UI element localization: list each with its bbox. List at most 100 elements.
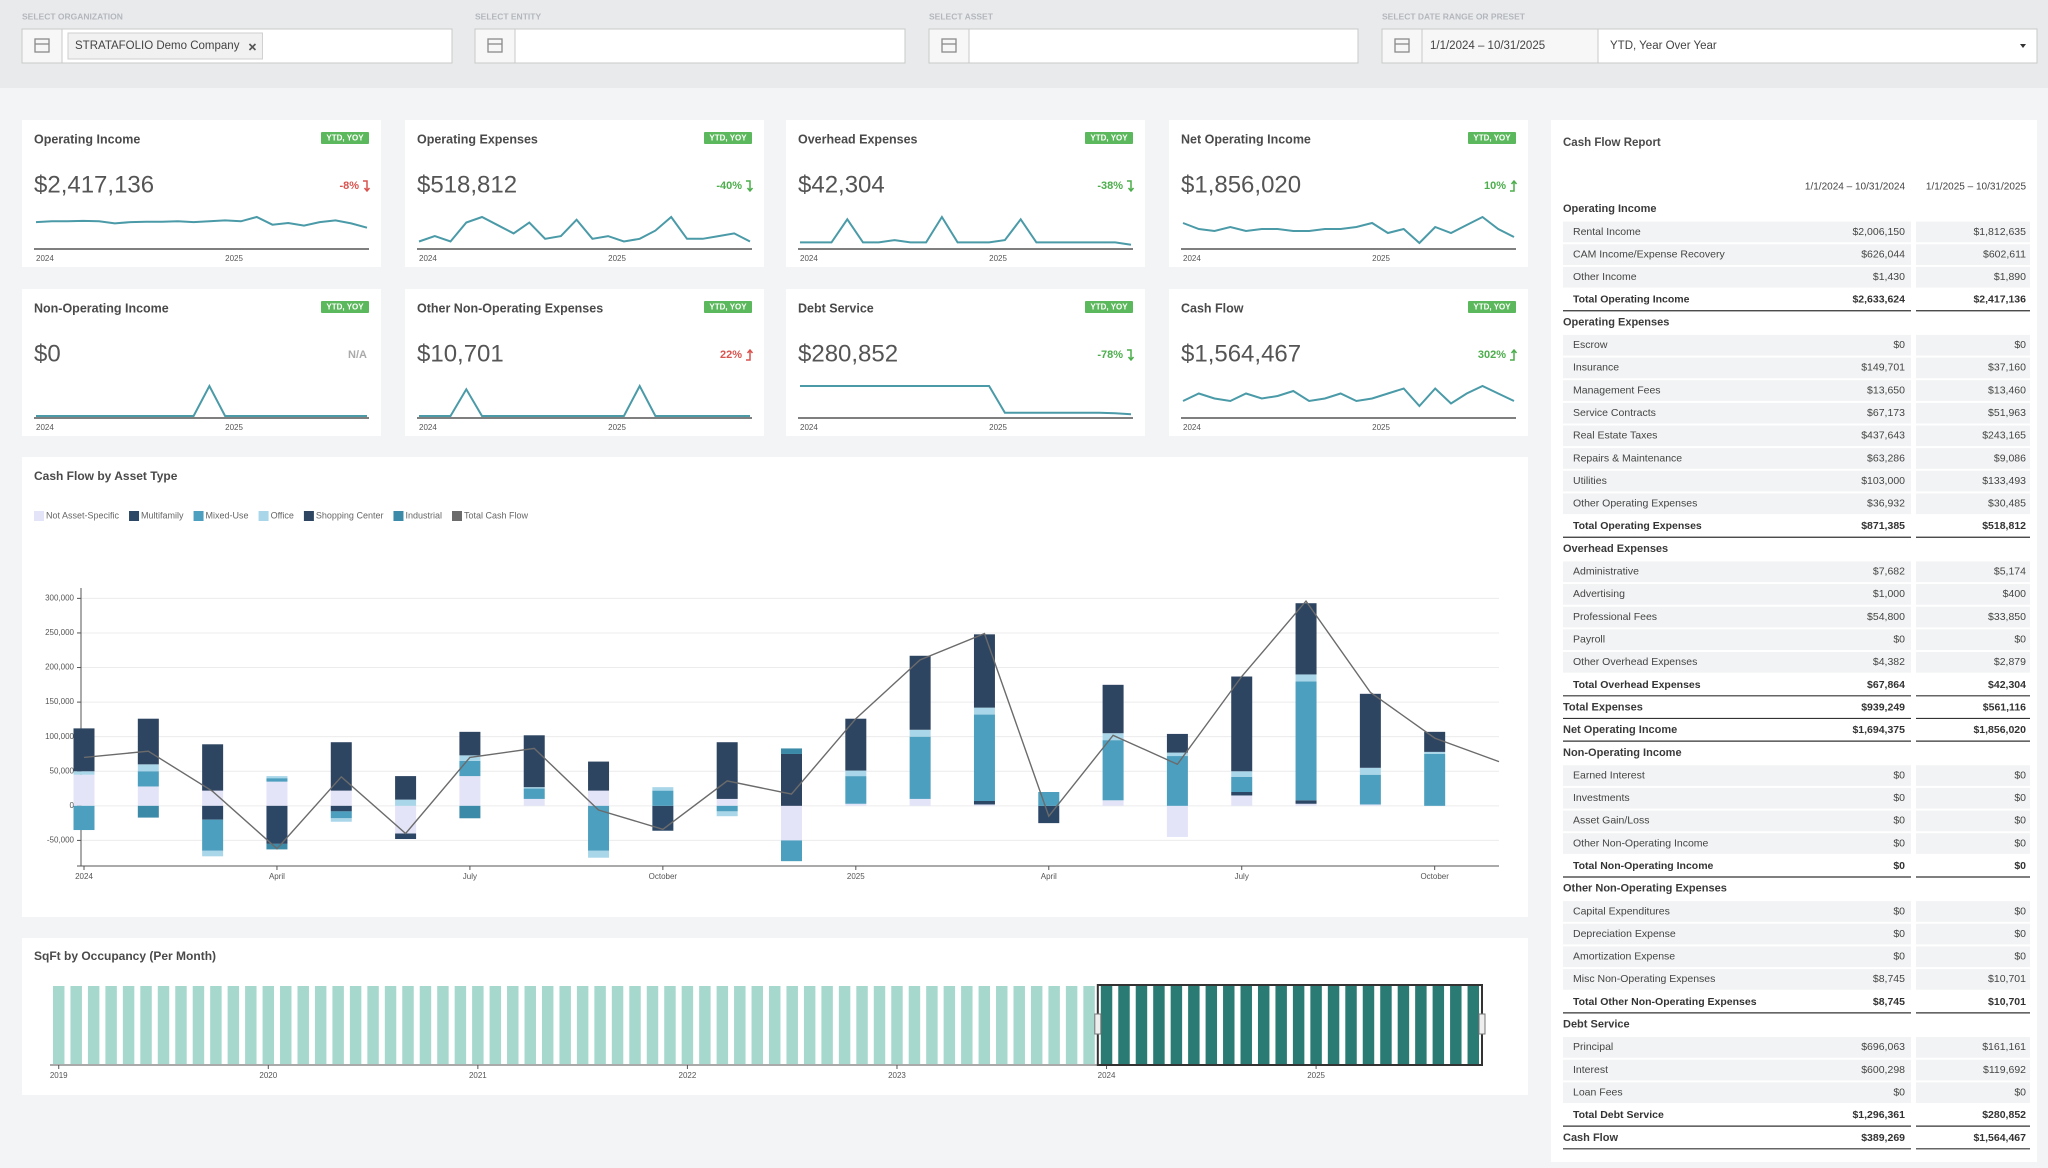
kpi-change: N/A xyxy=(348,349,367,361)
bar-segment xyxy=(202,805,224,820)
filter-icon xyxy=(1394,38,1410,53)
chart-title: Cash Flow by Asset Type xyxy=(34,469,178,483)
row-label: Asset Gain/Loss xyxy=(1573,815,1649,827)
row-value: $8,745 xyxy=(1873,996,1905,1008)
sparkline-x-label: 2024 xyxy=(419,254,437,263)
row-value: $0 xyxy=(1893,837,1905,849)
row-bg xyxy=(1563,357,1911,379)
row-bg xyxy=(1563,765,1911,786)
occupancy-bar xyxy=(559,986,571,1064)
row-label: Professional Fees xyxy=(1573,611,1657,623)
row-bg xyxy=(1916,470,2030,492)
bar-segment xyxy=(973,714,995,801)
occupancy-bar xyxy=(70,986,82,1064)
occupancy-bar xyxy=(1083,986,1095,1064)
y-tick-label: 250,000 xyxy=(45,628,74,637)
occupancy-bar xyxy=(1135,986,1148,1064)
row-value: $9,086 xyxy=(1994,452,2026,464)
occupancy-bar xyxy=(192,986,205,1064)
row-label: Real Estate Taxes xyxy=(1573,430,1657,442)
sparkline-x-label: 2024 xyxy=(800,254,818,263)
report-title: Cash Flow Report xyxy=(1563,137,1661,149)
bar-segment xyxy=(1102,800,1124,806)
row-bg xyxy=(1916,1059,2030,1081)
row-bg xyxy=(1563,810,1911,832)
row-bg xyxy=(1563,969,1911,990)
bar-segment xyxy=(1166,756,1188,806)
kpi-badge-text: YTD, YOY xyxy=(1090,303,1128,312)
row-value: $63,286 xyxy=(1867,452,1905,464)
filter-icon-box xyxy=(1381,28,1423,64)
bar-segment xyxy=(523,735,545,788)
bar-segment xyxy=(1231,792,1253,796)
trend-arrow xyxy=(1510,179,1518,192)
occupancy-bar xyxy=(489,986,502,1064)
row-label: Advertising xyxy=(1573,588,1625,600)
occupancy-bar xyxy=(140,986,152,1064)
x-tick-label: July xyxy=(463,872,477,881)
x-tick-label: April xyxy=(269,872,285,881)
row-bg xyxy=(1916,923,2030,945)
chip-remove[interactable] xyxy=(248,43,257,51)
bar-segment xyxy=(266,778,288,782)
row-value: $871,385 xyxy=(1861,520,1905,532)
row-value: $0 xyxy=(2014,860,2026,872)
y-tick-label: -50,000 xyxy=(47,836,75,845)
bar-segment xyxy=(781,840,802,862)
bar-segment xyxy=(845,776,867,804)
occupancy-bar xyxy=(751,986,763,1064)
kpi-change: -40% xyxy=(716,180,742,192)
row-value: $1,890 xyxy=(1994,271,2026,283)
preset-value: YTD, Year Over Year xyxy=(1610,40,1717,52)
occupancy-bar xyxy=(53,986,65,1064)
y-tick-label: 150,000 xyxy=(45,697,74,706)
x-tick-label: 2021 xyxy=(469,1071,487,1080)
row-value: $1,812,635 xyxy=(1973,226,2026,238)
bar-segment xyxy=(202,790,224,806)
filter-label: SELECT ORGANIZATION xyxy=(22,11,123,21)
section-label: Overhead Expenses xyxy=(1563,543,1668,555)
bar-segment xyxy=(137,764,159,772)
row-value: $4,382 xyxy=(1873,656,1905,668)
kpi-value: $0 xyxy=(34,340,61,367)
filter-box[interactable] xyxy=(474,28,906,64)
legend-swatch xyxy=(303,511,314,521)
filter-label: SELECT DATE RANGE OR PRESET xyxy=(1382,11,1526,21)
occupancy-bar xyxy=(1292,986,1305,1064)
bar-segment xyxy=(588,790,610,806)
row-value: $149,701 xyxy=(1861,362,1905,374)
filter-icon-box xyxy=(474,28,516,64)
row-value: $133,493 xyxy=(1982,475,2026,487)
selection-handle[interactable] xyxy=(1094,1013,1102,1035)
row-bg xyxy=(1563,334,1911,356)
row-value: $2,006,150 xyxy=(1852,226,1905,238)
kpi-badge xyxy=(704,132,752,144)
occupancy-bar xyxy=(873,986,886,1064)
row-bg xyxy=(1563,901,1911,922)
row-label: CAM Income/Expense Recovery xyxy=(1573,248,1725,260)
legend-label: Shopping Center xyxy=(316,510,384,520)
card xyxy=(1169,120,1528,267)
row-label: Utilities xyxy=(1573,475,1607,487)
sparkline-x-label: 2024 xyxy=(36,423,54,432)
bar-segment xyxy=(202,744,224,791)
row-value: $0 xyxy=(1893,769,1905,781)
selection-handle[interactable] xyxy=(1478,1013,1486,1035)
kpi-title: Operating Income xyxy=(34,132,140,146)
occupancy-bar xyxy=(821,986,833,1064)
row-bg xyxy=(1563,244,1911,265)
row-value: $0 xyxy=(2014,792,2026,804)
kpi-title: Other Non-Operating Expenses xyxy=(417,301,603,315)
filter-box[interactable] xyxy=(928,28,1359,64)
legend-swatch xyxy=(393,511,404,521)
occupancy-bar xyxy=(1397,986,1410,1064)
row-bg xyxy=(1916,833,2030,854)
occupancy-bar xyxy=(769,986,781,1064)
row-value: $0 xyxy=(2014,815,2026,827)
kpi-title: Net Operating Income xyxy=(1181,132,1311,146)
row-value: $67,173 xyxy=(1867,407,1905,419)
filter-value: STRATAFOLIO Demo Company xyxy=(75,40,240,52)
row-label: Amortization Expense xyxy=(1573,951,1675,963)
bar-segment xyxy=(330,811,352,819)
chart-title: SqFt by Occupancy (Per Month) xyxy=(34,949,216,963)
